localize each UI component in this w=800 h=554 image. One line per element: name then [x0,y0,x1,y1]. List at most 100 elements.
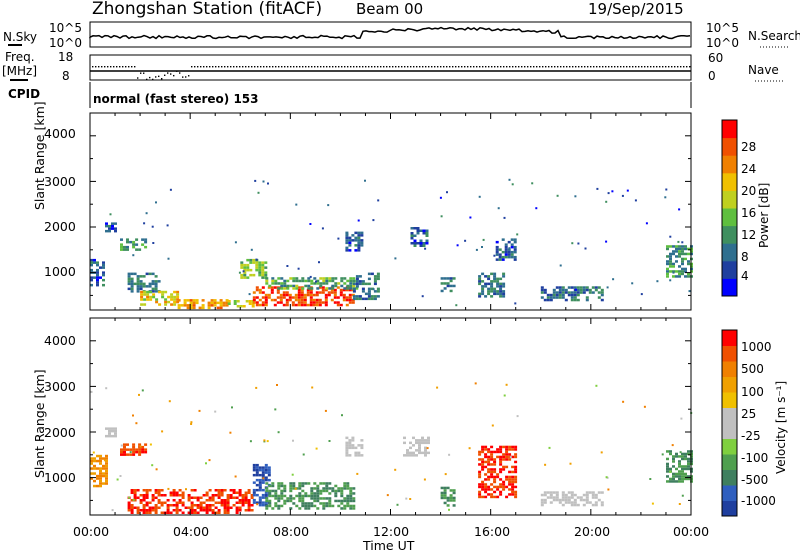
power-cell [146,295,150,299]
power-cell [354,244,358,247]
power-cell [154,275,158,278]
velocity-cell [283,494,287,498]
nave-point [311,66,313,68]
power-cell [684,247,687,251]
velocity-cell [540,503,544,507]
power-cell [681,252,684,256]
power-cell [352,277,356,280]
power-cell [246,276,250,279]
velocity-cell [340,507,344,510]
velocity-cell [481,488,485,491]
velocity-cell [144,450,148,454]
velocity-cell [172,494,176,497]
velocity-cell [90,477,93,480]
velocity-cell [114,427,117,430]
power-cell [507,240,511,244]
velocity-cell [226,496,230,499]
power-cell [339,291,343,294]
power-cell [413,239,417,242]
velocity-cell [687,460,690,463]
velocity-cell [205,509,209,512]
nave-point [92,66,94,68]
power-cell [339,303,343,307]
velocity-cell [139,509,143,512]
velocity-cell [508,453,512,456]
velocity-cell [349,489,353,493]
velocity-cell [267,471,271,474]
power-cell [120,243,123,246]
power-cell [280,287,284,290]
velocity-cell [292,487,296,490]
velocity-cell [298,487,302,490]
velocity-cell [594,501,598,504]
velocity-cell [558,498,562,502]
power-cell [555,291,559,294]
power-cell [140,293,144,296]
velocity-cell [175,501,179,504]
velocity-cell [499,470,503,474]
velocity-colorbar-swatch [722,392,737,408]
velocity-cell [511,490,515,494]
power-cell [675,275,678,278]
power-cell [183,299,187,302]
nsearch-label: N.Search [748,29,800,43]
power-cell [558,291,562,294]
velocity-cell [508,478,512,481]
velocity-cell [316,492,320,495]
velocity-cell [144,443,148,446]
nave-point [362,66,364,68]
nave-point [413,66,415,68]
power-cell [99,266,102,269]
power-cell [309,275,312,278]
nave-point [227,66,229,68]
nave-point [389,66,391,68]
velocity-cell [325,484,329,488]
velocity-cell [418,451,421,455]
power-cell [681,241,684,244]
nave-point [209,66,211,68]
xtick-2400: 00:00 [673,524,710,539]
power-cell [348,249,352,252]
nave-point [596,66,598,68]
nave-point [119,66,121,68]
nave-point [554,66,556,68]
velocity-cell [252,468,256,472]
power-cell [502,295,506,298]
power-cell [443,282,447,285]
velocity-cell [99,467,102,470]
power-cell [334,282,338,285]
power-cell [155,201,157,204]
velocity-cell [298,507,302,510]
nave-point [482,66,484,68]
velocity-cell [187,511,191,514]
velocity-cell [271,482,275,485]
velocity-cell [295,487,299,490]
velocity-cell [267,466,271,469]
power-cell [139,287,143,291]
power-cell [640,293,643,296]
velocity-cell [672,475,675,478]
velocity-cell [490,463,494,466]
power-cell [279,298,283,302]
velocity-cell [169,494,173,497]
power-cell [283,284,287,288]
power-cell [352,279,356,283]
velocity-cell [452,504,456,507]
power-cell [373,277,377,281]
power-cell [309,291,313,294]
nave-point [386,66,388,68]
velocity-cell [478,490,482,494]
velocity-cell [241,494,245,497]
nave-point [563,66,565,68]
power-cell [360,231,364,235]
nave-point [338,66,340,68]
velocity-cell [446,499,450,502]
power-cell [510,238,514,241]
power-cell [333,293,337,297]
nave-point [188,75,190,77]
velocity-cell [484,460,488,464]
velocity-cell [352,492,356,495]
power-cell [318,303,322,307]
power-cell [425,242,429,245]
power-cell [319,277,323,280]
